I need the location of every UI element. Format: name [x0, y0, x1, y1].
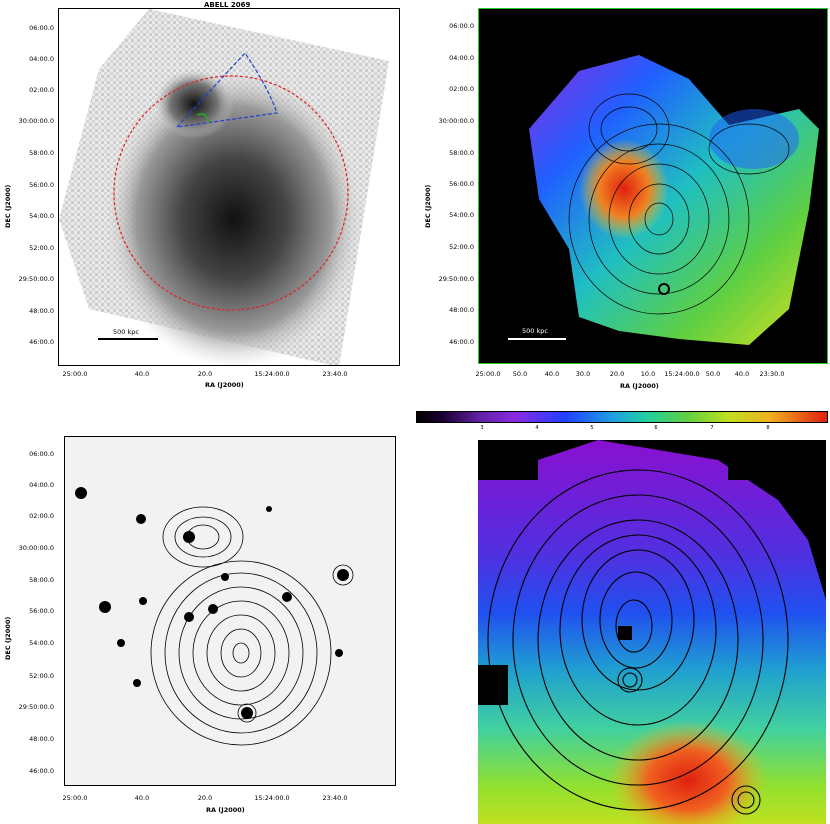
- ytick: 52:00.0: [29, 672, 54, 680]
- xtick: 20.0: [197, 794, 213, 802]
- xtick: 15:24:00.0: [664, 370, 700, 378]
- ytick: 04:00.0: [29, 481, 54, 489]
- panel-b-xlabel: RA (J2000): [620, 382, 659, 390]
- ytick: 58:00.0: [449, 149, 474, 157]
- panel-c: 06:00.0 04:00.0 02:00.0 30:00:00.0 58:00…: [0, 430, 410, 824]
- xtick: 40.0: [544, 370, 560, 378]
- panel-b: 500 kpc 06:00.0 04:00.0 02:00.0 30:00:00…: [420, 0, 830, 400]
- colorbar-tick: 7: [710, 425, 714, 431]
- ytick: 58:00.0: [29, 576, 54, 584]
- panel-d-image: [478, 440, 826, 824]
- ytick: 46:00.0: [29, 767, 54, 775]
- xtick: 25:00.0: [475, 370, 501, 378]
- xtick: 50.0: [512, 370, 528, 378]
- panel-c-contours: [150, 506, 354, 746]
- panel-b-temperature-map: [529, 55, 819, 345]
- xtick: 25:00.0: [62, 794, 88, 802]
- inner-arc: [196, 113, 210, 124]
- xtick: 40.0: [134, 370, 150, 378]
- panel-b-scalebar: [508, 338, 566, 340]
- xtick: 23:30.0: [759, 370, 785, 378]
- ytick: 54:00.0: [449, 211, 474, 219]
- panel-b-contours: [568, 93, 790, 315]
- ytick: 46:00.0: [29, 338, 54, 346]
- ytick: 29:50:00.0: [18, 703, 54, 711]
- xtick: 50.0: [705, 370, 721, 378]
- ytick: 06:00.0: [449, 22, 474, 30]
- panel-b-image: [478, 8, 828, 364]
- xtick: 23:40.0: [322, 370, 348, 378]
- panel-c-image: [64, 436, 396, 786]
- ytick: 46:00.0: [449, 338, 474, 346]
- ytick: 04:00.0: [449, 54, 474, 62]
- colorbar-tick: 3: [480, 425, 484, 431]
- xtick: 20.0: [609, 370, 625, 378]
- ytick: 30:00:00.0: [18, 117, 54, 125]
- panel-b-ylabel: DEC (J2000): [424, 184, 432, 228]
- xtick: 25:00.0: [62, 370, 88, 378]
- ytick: 56:00.0: [449, 180, 474, 188]
- panel-d: 3 4 5 6 7 8: [412, 408, 830, 824]
- panel-c-ylabel: DEC (J2000): [4, 616, 12, 660]
- panel-a-image: [58, 8, 400, 366]
- xtick: 20.0: [197, 370, 213, 378]
- xtick: 30.0: [575, 370, 591, 378]
- xtick: 15:24:00.0: [254, 370, 290, 378]
- panel-c-galaxies: [75, 487, 349, 719]
- panel-a: ABELL 2069: [0, 0, 410, 400]
- panel-d-contours: [487, 469, 789, 815]
- ytick: 02:00.0: [29, 86, 54, 94]
- ytick: 52:00.0: [449, 243, 474, 251]
- ytick: 56:00.0: [29, 181, 54, 189]
- ytick: 04:00.0: [29, 55, 54, 63]
- ytick: 54:00.0: [29, 212, 54, 220]
- panel-a-scalebar: [98, 338, 158, 340]
- ytick: 52:00.0: [29, 244, 54, 252]
- ytick: 02:00.0: [449, 85, 474, 93]
- ytick: 29:50:00.0: [438, 275, 474, 283]
- sector-region: [175, 52, 278, 128]
- colorbar: [416, 411, 828, 423]
- panel-a-xray-map: [59, 9, 389, 365]
- panel-a-xlabel: RA (J2000): [205, 381, 244, 389]
- xtick: 10.0: [640, 370, 656, 378]
- ytick: 56:00.0: [29, 607, 54, 615]
- ytick: 48:00.0: [29, 307, 54, 315]
- xtick: 15:24:00.0: [254, 794, 290, 802]
- panel-a-ylabel: DEC (J2000): [4, 184, 12, 228]
- ytick: 48:00.0: [29, 735, 54, 743]
- panel-d-temperature-map: [478, 440, 826, 824]
- panel-c-xlabel: RA (J2000): [206, 806, 245, 814]
- ytick: 30:00:00.0: [18, 544, 54, 552]
- ytick: 30:00:00.0: [438, 117, 474, 125]
- colorbar-tick: 4: [535, 425, 539, 431]
- panel-a-scalebar-label: 500 kpc: [113, 328, 139, 336]
- ytick: 06:00.0: [29, 24, 54, 32]
- xtick: 23:40.0: [322, 794, 348, 802]
- ytick: 29:50:00.0: [18, 275, 54, 283]
- ytick: 48:00.0: [449, 306, 474, 314]
- colorbar-tick: 8: [766, 425, 770, 431]
- region-circle: [113, 75, 349, 311]
- xtick: 40.0: [134, 794, 150, 802]
- colorbar-tick: 5: [590, 425, 594, 431]
- colorbar-tick: 6: [654, 425, 658, 431]
- ytick: 06:00.0: [29, 450, 54, 458]
- ytick: 02:00.0: [29, 512, 54, 520]
- panel-c-optical-map: [75, 487, 354, 746]
- panel-a-title: ABELL 2069: [204, 1, 251, 9]
- xtick: 40.0: [734, 370, 750, 378]
- ytick: 58:00.0: [29, 149, 54, 157]
- panel-b-scalebar-label: 500 kpc: [522, 327, 548, 335]
- ytick: 54:00.0: [29, 639, 54, 647]
